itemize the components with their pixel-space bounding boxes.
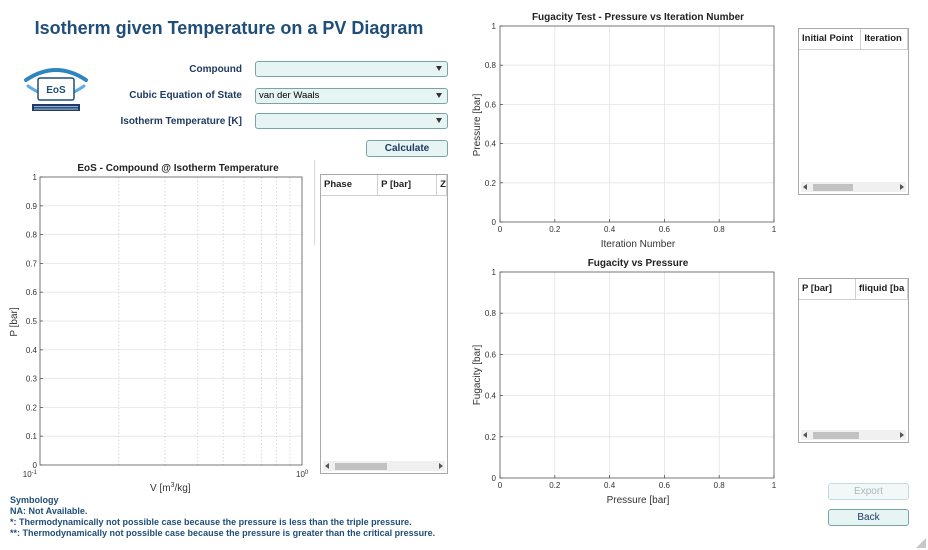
export-button[interactable]: Export (828, 483, 909, 500)
symbology-star2: **: Thermodynamically not possible case … (10, 528, 436, 538)
eos-dropdown-value: van der Waals (259, 90, 320, 101)
fugacity-x-tick: 0.6 (659, 481, 671, 490)
scroll-thumb[interactable] (335, 463, 387, 470)
pv-plot-title: EoS - Compound @ Isotherm Temperature (77, 163, 279, 174)
fugacity-test-title: Fugacity Test - Pressure vs Iteration Nu… (531, 12, 745, 23)
phase-table[interactable]: Phase P [bar] Z (320, 174, 448, 474)
phase-table-header[interactable]: Phase (321, 175, 379, 195)
scroll-right-icon[interactable] (900, 432, 904, 438)
fugacity-table-header[interactable]: P [bar] (799, 279, 856, 299)
scroll-left-icon[interactable] (325, 463, 329, 469)
scroll-left-icon[interactable] (803, 432, 807, 438)
horizontal-scrollbar[interactable] (801, 430, 906, 440)
fugacity-y-tick: 1 (492, 268, 497, 277)
pv-x-tick-right: 10 (296, 470, 305, 479)
fugacity-test-x-tick: 1 (772, 225, 777, 234)
scroll-right-icon[interactable] (439, 463, 443, 469)
fugacity-x-tick: 1 (772, 481, 777, 490)
phase-table-header[interactable]: P [bar] (378, 175, 438, 195)
pv-y-tick: 1 (33, 173, 38, 182)
svg-text:100: 100 (296, 470, 309, 479)
fugacity-y-tick: 0.4 (485, 392, 497, 401)
fugacity-y-tick: 0 (492, 474, 497, 483)
compound-label: Compound (189, 64, 242, 75)
fugacity-test-y-tick: 0.2 (485, 179, 497, 188)
page-title: Isotherm given Temperature on a PV Diagr… (34, 18, 424, 38)
fugacity-test-x-tick: 0 (498, 225, 503, 234)
iteration-table[interactable]: Initial Point Iteration (798, 28, 909, 195)
fugacity-y-tick: 0.8 (485, 309, 497, 318)
scroll-left-icon[interactable] (803, 184, 807, 190)
fugacity-plot-title: Fugacity vs Pressure (587, 258, 689, 269)
fugacity-test-y-tick: 0.4 (485, 140, 497, 149)
pv-y-tick: 0.8 (26, 231, 38, 240)
resize-grip-icon[interactable] (916, 538, 926, 548)
scroll-thumb[interactable] (813, 184, 853, 191)
phase-table-header[interactable]: Z (437, 175, 447, 195)
chevron-down-icon (436, 93, 442, 98)
fugacity-xlabel: Pressure [bar] (607, 495, 670, 506)
fugacity-x-tick: 0 (498, 481, 503, 490)
pv-y-tick: 0.5 (26, 317, 38, 326)
horizontal-scrollbar[interactable] (801, 182, 906, 192)
fugacity-x-tick: 0.2 (549, 481, 561, 490)
eos-logo: EoS (24, 68, 88, 111)
fugacity-y-tick: 0.2 (485, 433, 497, 442)
chevron-down-icon (436, 66, 442, 71)
fugacity-test-x-tick: 0.2 (549, 225, 561, 234)
symbology-title: Symbology (10, 495, 59, 505)
chevron-down-icon (436, 118, 442, 123)
temperature-dropdown[interactable] (255, 113, 448, 129)
logo-text: EoS (46, 85, 66, 96)
back-button[interactable]: Back (828, 509, 909, 526)
fugacity-test-y-tick: 0.8 (485, 61, 497, 70)
compound-dropdown[interactable] (255, 61, 448, 77)
pv-ylabel: P [bar] (9, 307, 20, 336)
fugacity-test-x-tick: 0.4 (604, 225, 616, 234)
fugacity-ylabel: Fugacity [bar] (472, 344, 483, 405)
calculate-button[interactable]: Calculate (366, 140, 448, 157)
temperature-label: Isotherm Temperature [K] (120, 116, 242, 127)
pv-plot: 00.10.20.30.40.50.60.70.80.91 10-1 100 V… (9, 173, 309, 494)
pv-y-tick: 0.9 (26, 202, 38, 211)
fugacity-table-header[interactable]: fliquid [ba (856, 279, 908, 299)
iteration-table-header[interactable]: Iteration (861, 29, 908, 49)
fugacity-x-tick: 0.8 (714, 481, 726, 490)
fugacity-y-tick: 0.6 (485, 350, 497, 359)
fugacity-plot: 0 0.2 0.4 0.6 0.8 1 0 0.2 0.4 0.6 0.8 1 Fugacity [b… (472, 268, 777, 506)
pv-x-tick-left: 10 (23, 470, 32, 479)
pv-xlabel-end: /kg] (174, 483, 190, 494)
pv-xlabel: V [m (150, 483, 171, 494)
fugacity-test-ylabel: Pressure [bar] (472, 93, 483, 156)
pv-y-tick: 0 (33, 461, 38, 470)
fugacity-test-y-tick: 1 (492, 22, 497, 31)
pv-y-tick: 0.3 (26, 375, 38, 384)
pv-xlabel-sup: 3 (171, 482, 175, 489)
fugacity-table[interactable]: P [bar] fliquid [ba (798, 278, 909, 443)
eos-dropdown[interactable]: van der Waals (255, 88, 448, 104)
fugacity-x-tick: 0.4 (604, 481, 616, 490)
pv-y-tick: 0.6 (26, 288, 38, 297)
fugacity-test-y-tick: 0.6 (485, 100, 497, 109)
scroll-right-icon[interactable] (900, 184, 904, 190)
fugacity-test-xlabel: Iteration Number (601, 239, 676, 250)
pv-y-tick: 0.7 (26, 259, 38, 268)
pv-y-tick: 0.1 (26, 432, 38, 441)
horizontal-scrollbar[interactable] (323, 461, 445, 471)
pv-x-tick-right-exp: 0 (305, 470, 309, 476)
fugacity-test-x-tick: 0.6 (659, 225, 671, 234)
eos-label: Cubic Equation of State (129, 90, 242, 101)
iteration-table-header[interactable]: Initial Point (799, 29, 862, 49)
symbology-star1: *: Thermodynamically not possible case b… (10, 517, 412, 527)
scroll-thumb[interactable] (813, 432, 859, 439)
fugacity-test-y-tick: 0 (492, 218, 497, 227)
fugacity-test-plot: 0 0.2 0.4 0.6 0.8 1 0 0.2 0.4 0.6 0.8 1 Pressure [b… (472, 22, 777, 250)
pv-y-tick: 0.4 (26, 346, 38, 355)
symbology-na: NA: Not Available. (10, 506, 88, 516)
svg-text:10-1: 10-1 (23, 470, 38, 479)
pv-y-tick: 0.2 (26, 403, 38, 412)
pv-x-tick-left-exp: -1 (32, 470, 38, 476)
svg-text:V [m3/kg]: V [m3/kg] (150, 482, 191, 494)
fugacity-test-x-tick: 0.8 (714, 225, 726, 234)
